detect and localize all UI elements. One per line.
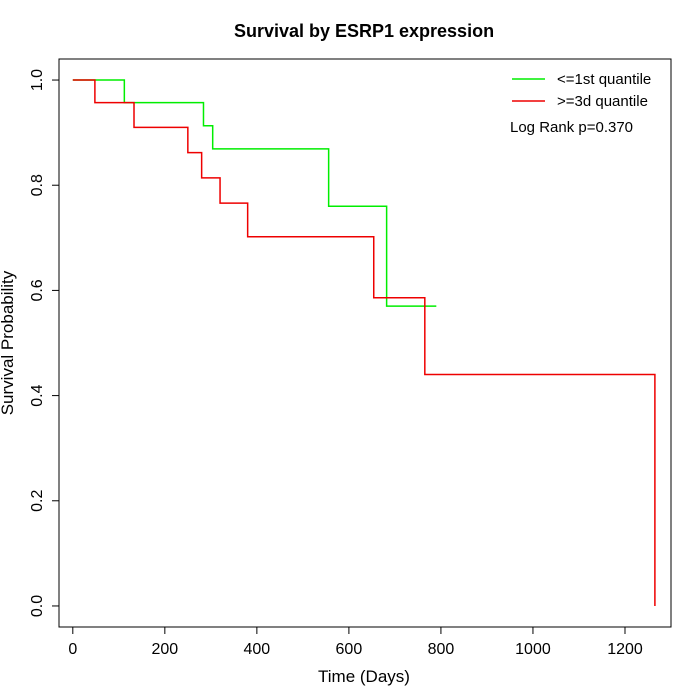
y-tick-label: 0.8 [29,174,46,196]
x-tick-label: 800 [428,641,455,658]
x-tick-label: 1000 [515,641,551,658]
x-tick-label: 200 [151,641,178,658]
series-line-1 [72,79,437,307]
x-axis: 0 200 400 600 800 1000 1200 [68,626,643,658]
series-line-2 [72,79,656,606]
y-tick-label: 0.6 [29,279,46,301]
y-axis-label: Survival Probability [0,270,17,415]
y-tick-label: 1.0 [29,69,46,91]
y-axis: 0.0 0.2 0.4 0.6 0.8 1.0 [29,69,60,617]
y-tick-label: 0.0 [29,595,46,617]
x-tick-label: 600 [336,641,363,658]
series-layer [72,79,656,606]
plot-frame [58,58,672,628]
legend: <=1st quantile >=3d quantile [512,71,651,110]
x-tick-label: 1200 [607,641,643,658]
x-tick-label: 0 [68,641,77,658]
legend-label-1: <=1st quantile [557,71,651,88]
y-tick-label: 0.2 [29,490,46,512]
x-tick-label: 400 [244,641,271,658]
chart-title: Survival by ESRP1 expression [234,21,494,41]
y-tick-label: 0.4 [29,384,46,406]
logrank-annotation: Log Rank p=0.370 [510,119,633,136]
x-axis-label: Time (Days) [318,667,410,686]
legend-label-2: >=3d quantile [557,93,648,110]
